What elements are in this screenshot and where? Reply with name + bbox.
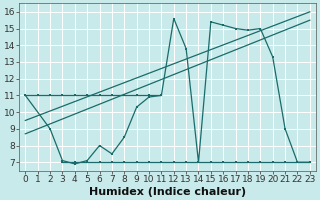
- X-axis label: Humidex (Indice chaleur): Humidex (Indice chaleur): [89, 187, 246, 197]
